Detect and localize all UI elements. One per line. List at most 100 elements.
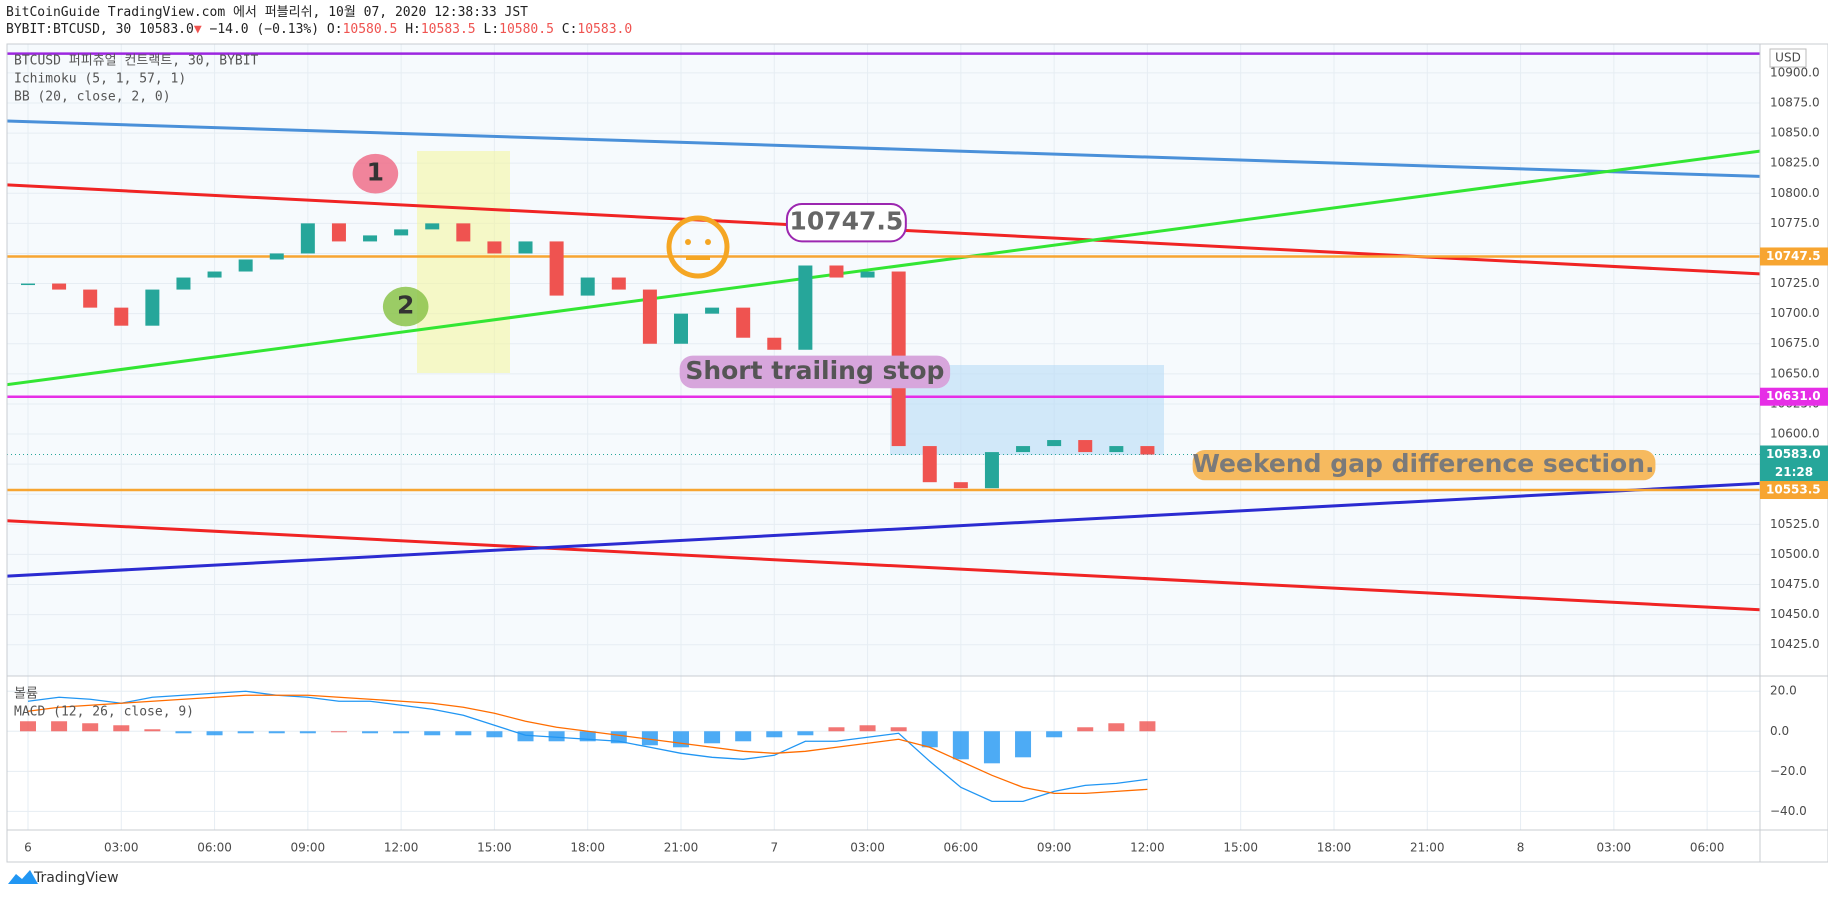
- candle: [1109, 446, 1124, 453]
- legend-item: Ichimoku (5, 1, 57, 1): [14, 72, 186, 87]
- trend-line: [7, 481, 1760, 578]
- countdown-box: [1760, 463, 1828, 482]
- histogram-bar: [766, 731, 783, 738]
- x-tick-label: 09:00: [291, 841, 326, 855]
- trend-line: [7, 149, 1760, 387]
- annotation-text: Weekend gap difference section.: [1192, 449, 1654, 478]
- currency: USD: [1775, 51, 1801, 65]
- candle: [580, 277, 595, 296]
- x-tick-label: 8: [1517, 841, 1525, 855]
- x-tick-label: 12:00: [384, 841, 419, 855]
- histogram-bar: [175, 731, 192, 734]
- candle: [705, 307, 720, 314]
- x-tick-label: 06:00: [197, 841, 232, 855]
- footer-logo[interactable]: TradingView: [33, 870, 119, 886]
- histogram-bar: [486, 731, 503, 738]
- volume-label: 볼륨: [14, 687, 38, 702]
- histogram-bar: [455, 731, 472, 736]
- candle: [145, 289, 160, 326]
- y-tick-label: −20.0: [1770, 764, 1807, 778]
- candle: [767, 337, 782, 350]
- histogram-bar: [579, 731, 596, 742]
- histogram-bar: [113, 725, 130, 732]
- candle: [1016, 446, 1031, 453]
- histogram-bar: [144, 729, 161, 732]
- candle: [953, 482, 968, 489]
- histogram-bar: [268, 731, 285, 734]
- logo-icon: [8, 870, 38, 884]
- candle: [20, 283, 35, 286]
- candle: [860, 271, 875, 278]
- y-tick-label: 10875.0: [1770, 95, 1820, 109]
- candle: [922, 446, 937, 483]
- histogram-bar: [206, 731, 223, 736]
- x-tick-label: 15:00: [477, 841, 512, 855]
- level-label: 10631.0: [1766, 389, 1821, 403]
- candle: [829, 265, 844, 278]
- candle: [984, 452, 999, 489]
- annotation-box: [785, 203, 907, 243]
- y-tick-label: 10600.0: [1770, 427, 1820, 441]
- histogram-bar: [548, 731, 565, 742]
- x-tick-label: 6: [24, 841, 32, 855]
- histogram-bar: [19, 721, 36, 732]
- highlight-box: [417, 151, 510, 373]
- annotation-text: 10747.5: [789, 207, 903, 236]
- histogram-bar: [921, 731, 938, 748]
- legend-item: BTCUSD 퍼피츄얼 컨트랙트, 30, BYBIT: [14, 54, 259, 69]
- candle: [176, 277, 191, 290]
- emoji-eye: [685, 239, 691, 245]
- histogram-bar: [859, 725, 876, 732]
- histogram-bar: [797, 731, 814, 736]
- x-tick-label: 06:00: [1690, 841, 1725, 855]
- symbol-line: BYBIT:BTCUSD, 30 10583.0▼ −14.0 (−0.13%)…: [6, 21, 632, 38]
- histogram-bar: [82, 723, 99, 732]
- y-tick-label: 10900.0: [1770, 65, 1820, 79]
- annotation-box: [1192, 449, 1656, 481]
- emoji-eye: [705, 239, 711, 245]
- histogram-bar: [641, 731, 658, 746]
- change-arrow: ▼: [193, 22, 202, 37]
- histogram-bar: [704, 731, 721, 744]
- y-tick-label: 10650.0: [1770, 366, 1820, 380]
- ohlc-key: C:: [561, 22, 578, 37]
- x-tick-label: 12:00: [1130, 841, 1165, 855]
- histogram-bar: [393, 731, 410, 734]
- y-tick-label: 10425.0: [1770, 637, 1820, 651]
- countdown: 21:28: [1775, 465, 1813, 479]
- x-tick-label: 21:00: [664, 841, 699, 855]
- y-tick-label: 10725.0: [1770, 276, 1820, 290]
- candle: [83, 289, 98, 308]
- candle: [611, 277, 626, 290]
- x-tick-label: 03:00: [104, 841, 139, 855]
- x-tick-label: 09:00: [1037, 841, 1072, 855]
- ohlc-value: 10583.0: [577, 22, 633, 37]
- ohlc-value: 10580.5: [499, 22, 554, 37]
- histogram-bar: [299, 731, 316, 734]
- candle: [487, 241, 502, 254]
- candle: [1140, 446, 1155, 455]
- histogram-bar: [424, 731, 441, 736]
- macd-pane: [7, 676, 1760, 830]
- x-tick-label: 21:00: [1410, 841, 1445, 855]
- histogram-bar: [672, 731, 689, 748]
- level-label: 10747.5: [1766, 249, 1821, 263]
- annotation-text: Short trailing stop: [685, 356, 944, 385]
- trend-line: [7, 519, 1760, 612]
- level-label: 10553.5: [1766, 483, 1821, 497]
- y-tick-label: 10825.0: [1770, 156, 1820, 170]
- y-tick-label: 10700.0: [1770, 306, 1820, 320]
- level-label-box: [1760, 247, 1828, 266]
- x-tick-label: 18:00: [1317, 841, 1352, 855]
- histogram-bar: [330, 731, 347, 733]
- level-label-box: [1760, 445, 1828, 464]
- trend-line: [7, 119, 1760, 178]
- ohlc-value: 10583.5: [420, 22, 476, 37]
- histogram-bar: [828, 727, 845, 732]
- ohlc-key: O:: [326, 22, 343, 37]
- candle: [363, 235, 378, 242]
- signal-line: [27, 694, 1148, 795]
- y-tick-label: 0.0: [1770, 724, 1789, 738]
